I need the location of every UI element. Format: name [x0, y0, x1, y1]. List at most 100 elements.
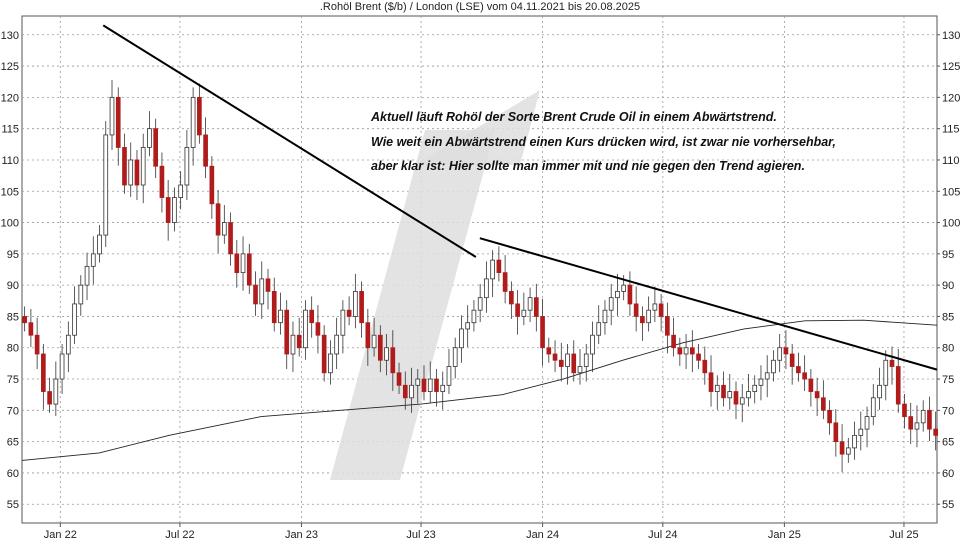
- candle-body: [153, 128, 159, 167]
- candle: [390, 330, 396, 391]
- candle: [197, 83, 202, 144]
- candle-body: [927, 409, 932, 430]
- candle-body: [203, 134, 208, 167]
- moving-average: [21, 319, 938, 461]
- candle-body: [714, 384, 720, 392]
- candle: [284, 300, 290, 370]
- candle-body: [446, 366, 452, 386]
- candle-body: [22, 316, 27, 324]
- candle: [633, 286, 639, 332]
- y-tick-label-right: 125: [942, 61, 960, 73]
- y-tick-label-right: 80: [942, 343, 954, 355]
- y-tick-label-left: 130: [1, 30, 19, 42]
- candle: [122, 133, 127, 194]
- candle-body: [596, 322, 602, 336]
- candle: [434, 369, 439, 407]
- x-tick-label: Jan 25: [768, 529, 801, 540]
- candle-body: [215, 203, 221, 236]
- candle: [540, 298, 545, 366]
- trendlines: [102, 24, 938, 371]
- candle-body: [777, 347, 783, 361]
- candle: [895, 348, 901, 413]
- candle-body: [253, 284, 258, 305]
- candle: [583, 343, 589, 382]
- candle: [90, 236, 96, 285]
- candle: [727, 374, 733, 410]
- candle: [334, 317, 339, 370]
- candle: [384, 333, 389, 376]
- x-tick-label: Jan 22: [44, 529, 77, 540]
- candle-body: [296, 334, 302, 349]
- annotation-line-1: Aktuell läuft Rohöl der Sorte Brent Crud…: [370, 110, 777, 124]
- x-tick-label: Jul 24: [648, 529, 677, 540]
- candle-body: [509, 291, 514, 305]
- candle-body: [384, 347, 389, 361]
- candle-body: [97, 234, 102, 255]
- y-tick-label-left: 55: [7, 499, 19, 511]
- chart-title: .Rohöl Brent ($/b) / London (LSE) vom 04…: [320, 1, 640, 13]
- candle-body: [53, 378, 59, 405]
- candle: [933, 411, 939, 451]
- candle: [253, 271, 258, 316]
- candle-body: [496, 259, 502, 274]
- y-tick-label-right: 105: [942, 186, 960, 198]
- candle-body: [334, 334, 339, 355]
- candle: [527, 287, 533, 323]
- candle-body: [802, 372, 807, 380]
- candle: [484, 261, 489, 313]
- candle: [571, 340, 577, 382]
- candle-body: [565, 353, 570, 367]
- x-tick-label: Jul 25: [889, 529, 918, 540]
- y-tick-label-left: 120: [1, 92, 19, 104]
- candle: [608, 283, 614, 326]
- candle-body: [933, 428, 939, 436]
- candle-body: [808, 378, 814, 392]
- candle-body: [377, 334, 383, 361]
- y-tick-label-right: 110: [942, 155, 960, 167]
- candle: [315, 305, 321, 354]
- candle: [140, 133, 146, 204]
- candle-body: [197, 96, 202, 136]
- y-tick-label-left: 95: [7, 249, 19, 261]
- candle: [889, 346, 895, 385]
- candle-body: [240, 253, 246, 274]
- y-tick-label-right: 60: [942, 468, 954, 480]
- candle-body: [303, 309, 308, 349]
- candle-body: [746, 391, 751, 399]
- candle: [870, 384, 876, 426]
- candle-body: [895, 366, 901, 405]
- candle-body: [434, 378, 439, 392]
- candle: [303, 300, 308, 360]
- candle: [496, 246, 502, 282]
- candle-body: [371, 334, 377, 349]
- candle-body: [452, 347, 458, 367]
- candle-body: [440, 384, 446, 392]
- candle-body: [465, 322, 471, 330]
- candle: [771, 350, 776, 382]
- candle: [128, 142, 134, 197]
- candle: [402, 371, 408, 410]
- candle-body: [889, 359, 895, 367]
- candle-body: [390, 347, 396, 374]
- y-tick-label-right: 90: [942, 280, 954, 292]
- axes: 55 55 60 60 65 65 70 70 75 75 80 80 85 85 90 90 95 95 100 1…: [1, 30, 960, 540]
- candle: [665, 302, 670, 354]
- candle: [914, 405, 920, 448]
- candle: [290, 321, 296, 373]
- candle-body: [783, 347, 789, 355]
- annotation: Aktuell läuft Rohöl der Sorte Brent Crud…: [370, 110, 836, 173]
- candle-body: [696, 353, 701, 361]
- y-tick-label-right: 85: [942, 311, 954, 323]
- candle: [296, 317, 302, 357]
- candle-body: [571, 353, 577, 374]
- candle-body: [665, 316, 670, 336]
- candle-body: [502, 272, 508, 292]
- candle-body: [727, 391, 733, 399]
- moving-average-line: [21, 319, 938, 461]
- y-tick-label-left: 125: [1, 61, 19, 73]
- candle-body: [521, 309, 527, 317]
- candle: [764, 355, 770, 398]
- candle-body: [845, 447, 851, 455]
- candle-body: [421, 378, 427, 392]
